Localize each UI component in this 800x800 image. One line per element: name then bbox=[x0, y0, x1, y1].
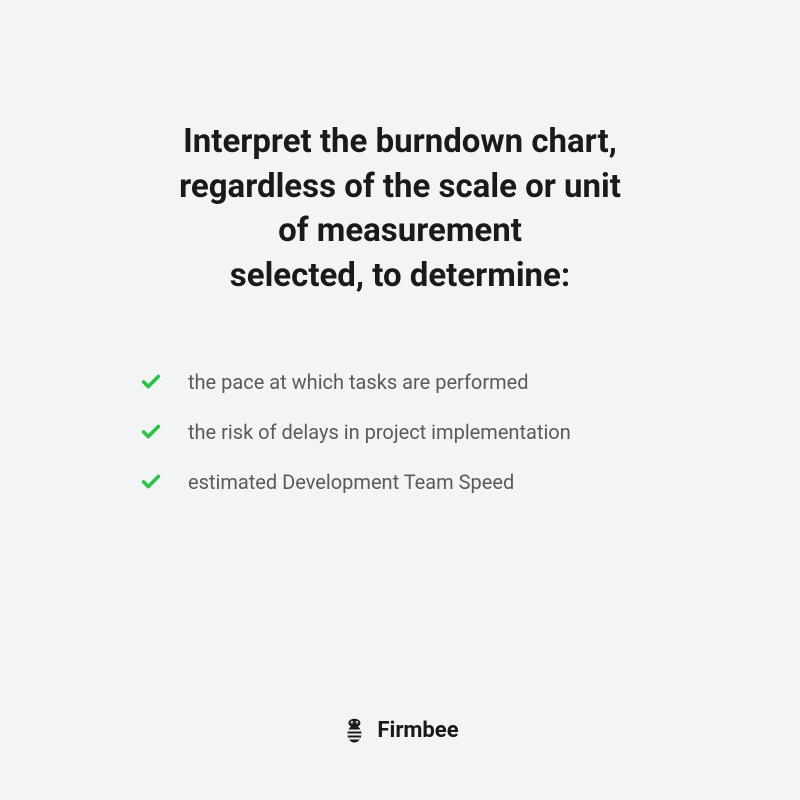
check-icon bbox=[140, 471, 162, 493]
heading-line: of measurement bbox=[80, 209, 720, 254]
heading-line: selected, to determine: bbox=[80, 254, 720, 299]
brand-name: Firmbee bbox=[377, 718, 458, 743]
check-icon bbox=[140, 371, 162, 393]
list-item-text: estimated Development Team Speed bbox=[188, 470, 514, 494]
list-item: the pace at which tasks are performed bbox=[140, 370, 660, 394]
list-item-text: the risk of delays in project implementa… bbox=[188, 420, 571, 444]
bee-icon bbox=[341, 716, 367, 744]
list-item: the risk of delays in project implementa… bbox=[140, 420, 660, 444]
heading-line: Interpret the burndown chart, bbox=[80, 120, 720, 165]
page-heading: Interpret the burndown chart, regardless… bbox=[80, 120, 720, 298]
brand-logo: Firmbee bbox=[341, 716, 458, 744]
checklist: the pace at which tasks are performed th… bbox=[140, 370, 660, 494]
check-icon bbox=[140, 421, 162, 443]
heading-line: regardless of the scale or unit bbox=[80, 165, 720, 210]
list-item-text: the pace at which tasks are performed bbox=[188, 370, 529, 394]
list-item: estimated Development Team Speed bbox=[140, 470, 660, 494]
